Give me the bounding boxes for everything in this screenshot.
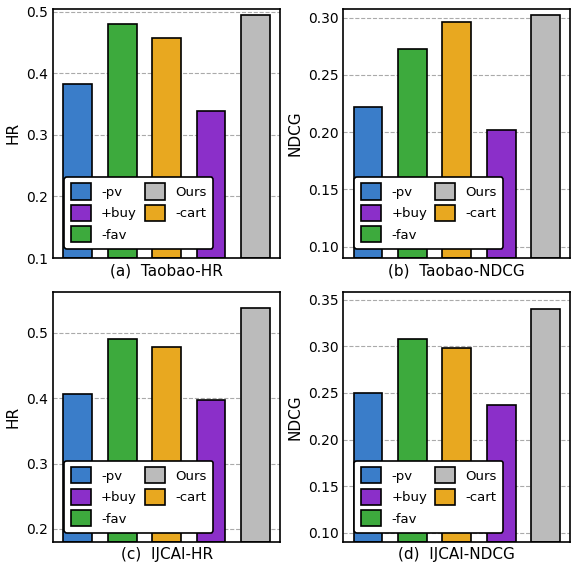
Bar [196, 399, 225, 542]
X-axis label: (c)  IJCAI-HR: (c) IJCAI-HR [120, 548, 213, 562]
Bar [196, 111, 225, 258]
Y-axis label: NDCG: NDCG [287, 394, 302, 440]
Bar [108, 24, 137, 258]
Bar [487, 130, 516, 258]
Bar [63, 394, 92, 542]
Bar [442, 348, 471, 542]
Bar [152, 38, 181, 258]
Bar [241, 15, 270, 258]
Y-axis label: HR: HR [6, 406, 21, 428]
Bar [531, 15, 560, 258]
Bar [152, 347, 181, 542]
Legend: -pv, +buy, -fav, Ours, -cart: -pv, +buy, -fav, Ours, -cart [354, 461, 503, 533]
X-axis label: (d)  IJCAI-NDCG: (d) IJCAI-NDCG [399, 548, 516, 562]
Y-axis label: NDCG: NDCG [287, 111, 302, 156]
Legend: -pv, +buy, -fav, Ours, -cart: -pv, +buy, -fav, Ours, -cart [64, 177, 213, 249]
Bar [531, 309, 560, 542]
Bar [354, 107, 382, 258]
Y-axis label: HR: HR [6, 122, 21, 144]
Legend: -pv, +buy, -fav, Ours, -cart: -pv, +buy, -fav, Ours, -cart [354, 177, 503, 249]
Bar [398, 339, 427, 542]
X-axis label: (b)  Taobao-NDCG: (b) Taobao-NDCG [388, 264, 525, 278]
Bar [241, 308, 270, 542]
Bar [354, 393, 382, 542]
Bar [398, 49, 427, 258]
Bar [63, 83, 92, 258]
Bar [442, 22, 471, 258]
Bar [487, 405, 516, 542]
Bar [108, 340, 137, 542]
X-axis label: (a)  Taobao-HR: (a) Taobao-HR [110, 264, 223, 278]
Legend: -pv, +buy, -fav, Ours, -cart: -pv, +buy, -fav, Ours, -cart [64, 461, 213, 533]
